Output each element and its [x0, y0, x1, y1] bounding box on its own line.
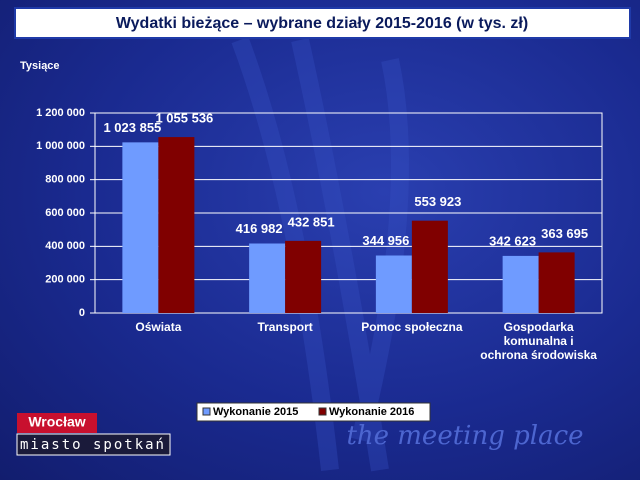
value-label: 1 023 855	[103, 120, 161, 135]
y-tick-label: 400 000	[45, 240, 85, 252]
y-axis-label: Tysiące	[20, 60, 60, 72]
value-label: 553 923	[414, 194, 461, 209]
tagline: the meeting place	[346, 421, 583, 451]
y-tick-label: 200 000	[45, 274, 85, 286]
x-tick-label: Pomoc społeczna	[361, 320, 463, 334]
y-tick-label: 1 000 000	[36, 140, 85, 152]
legend-swatch	[318, 407, 327, 416]
slogan-box	[16, 433, 171, 456]
chart-title: Wydatki bieżące – wybrane działy 2015-20…	[116, 15, 528, 32]
legend-label: Wykonanie 2015	[213, 406, 298, 418]
bar	[375, 255, 412, 313]
logo-box	[17, 413, 97, 433]
legend-label: Wykonanie 2016	[329, 406, 414, 418]
legend-swatch	[202, 407, 211, 416]
logo-text: Wrocław	[28, 414, 85, 430]
bar	[158, 137, 195, 313]
value-label: 416 982	[236, 221, 283, 236]
value-label: 342 623	[489, 233, 536, 248]
value-label: 363 695	[541, 226, 588, 241]
bar	[285, 240, 322, 313]
bar	[249, 243, 286, 313]
y-tick-label: 0	[79, 307, 85, 319]
value-label: 432 851	[288, 214, 335, 229]
x-tick-label: Oświata	[135, 320, 182, 334]
bar	[411, 220, 448, 313]
y-tick-label: 800 000	[45, 174, 85, 186]
legend-box	[196, 402, 431, 422]
y-tick-label: 1 200 000	[36, 107, 85, 119]
value-label: 1 055 536	[155, 111, 213, 126]
bar	[502, 255, 539, 313]
title-box	[14, 7, 631, 39]
value-label: 344 956	[362, 233, 409, 248]
slogan-text: miasto spotkań	[20, 437, 166, 453]
x-tick-label: Gospodarka komunalna i ochrona środowisk…	[480, 320, 597, 362]
bar	[122, 142, 159, 313]
x-tick-label: Transport	[257, 320, 313, 334]
bar	[538, 252, 575, 313]
y-tick-label: 600 000	[45, 207, 85, 219]
